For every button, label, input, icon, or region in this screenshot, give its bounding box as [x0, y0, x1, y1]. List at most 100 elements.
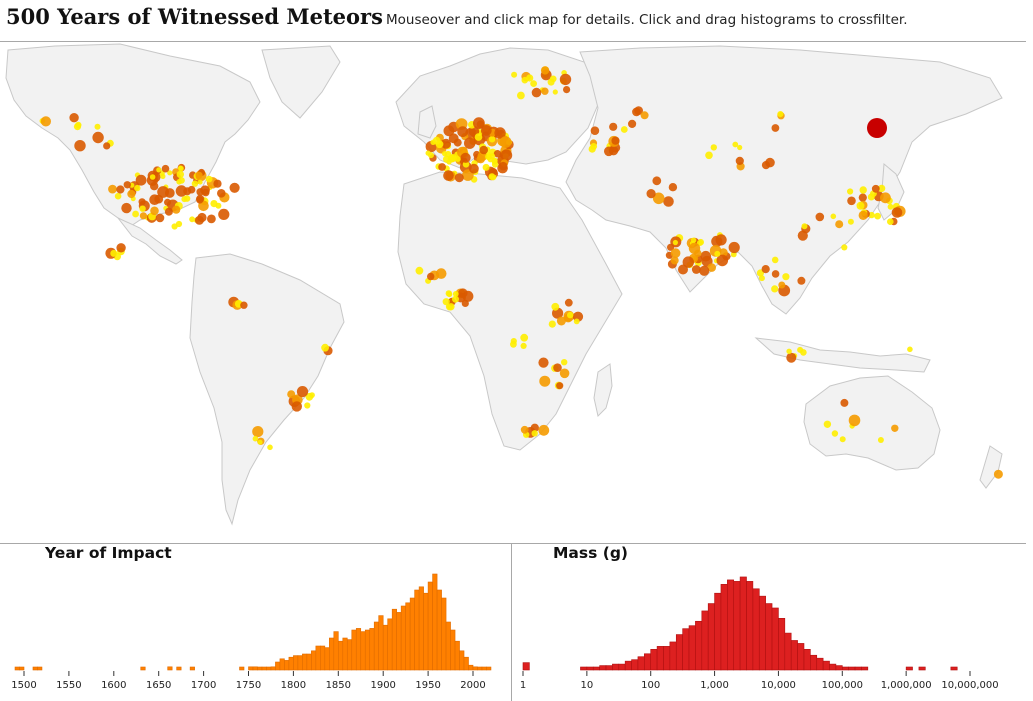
meteor-dot[interactable]	[135, 174, 147, 186]
meteor-dot[interactable]	[737, 144, 743, 151]
meteor-dot[interactable]	[831, 430, 839, 437]
meteor-dot[interactable]	[469, 163, 479, 174]
meteor-dot[interactable]	[175, 185, 188, 197]
meteor-dot[interactable]	[714, 250, 721, 257]
mass-bar[interactable]	[803, 649, 811, 671]
year-bar[interactable]	[333, 631, 339, 671]
year-bar[interactable]	[432, 573, 438, 671]
mass-bar[interactable]	[829, 663, 837, 671]
year-bar[interactable]	[418, 586, 424, 671]
meteor-dot[interactable]	[847, 218, 854, 225]
year-bar[interactable]	[320, 645, 326, 671]
meteor-dot[interactable]	[149, 174, 156, 180]
meteor-dot[interactable]	[732, 141, 739, 148]
meteor-dot[interactable]	[156, 167, 162, 173]
year-bar[interactable]	[468, 664, 474, 671]
year-bar[interactable]	[427, 581, 433, 671]
meteor-dot[interactable]	[858, 210, 868, 220]
meteor-dot[interactable]	[213, 179, 222, 188]
meteor-dot[interactable]	[110, 249, 118, 257]
meteor-dot[interactable]	[640, 111, 649, 120]
meteor-dot[interactable]	[461, 299, 469, 307]
meteor-dot[interactable]	[847, 196, 856, 206]
mass-bar[interactable]	[624, 660, 632, 671]
meteor-dot[interactable]	[252, 435, 259, 442]
mass-bar[interactable]	[599, 665, 607, 671]
meteor-dot[interactable]	[691, 265, 701, 274]
year-bar[interactable]	[252, 666, 258, 671]
mass-bar[interactable]	[650, 649, 658, 671]
mass-bar[interactable]	[841, 666, 849, 671]
year-bar[interactable]	[297, 655, 303, 671]
year-bar[interactable]	[481, 666, 487, 671]
mass-bar[interactable]	[950, 666, 958, 671]
year-bar[interactable]	[369, 628, 375, 671]
year-bar[interactable]	[423, 592, 429, 671]
meteor-dot[interactable]	[160, 173, 166, 179]
meteor-dot[interactable]	[304, 402, 311, 409]
year-bar[interactable]	[373, 621, 380, 671]
year-bar[interactable]	[382, 624, 388, 671]
mass-bar[interactable]	[707, 603, 715, 671]
year-bar[interactable]	[400, 605, 406, 671]
meteor-dot[interactable]	[480, 125, 492, 136]
year-bar[interactable]	[324, 647, 330, 671]
year-bar[interactable]	[355, 628, 362, 671]
mass-bar[interactable]	[580, 666, 588, 671]
meteor-dot[interactable]	[195, 171, 203, 179]
meteor-dot[interactable]	[771, 124, 780, 132]
meteor-dot[interactable]	[556, 316, 566, 326]
meteor-dot[interactable]	[611, 136, 620, 145]
meteor-dot[interactable]	[161, 164, 170, 173]
meteor-dot[interactable]	[907, 346, 913, 353]
meteor-dot[interactable]	[491, 161, 499, 168]
meteor-dot[interactable]	[668, 183, 678, 192]
mass-bar[interactable]	[752, 588, 760, 671]
year-bar[interactable]	[293, 655, 299, 671]
year-bar[interactable]	[257, 666, 263, 671]
mass-bar[interactable]	[612, 663, 620, 671]
meteor-dot[interactable]	[778, 281, 786, 289]
meteor-dot[interactable]	[758, 275, 765, 282]
year-bar[interactable]	[32, 666, 38, 671]
year-bar[interactable]	[346, 639, 353, 671]
meteor-dot[interactable]	[189, 216, 196, 223]
year-histogram[interactable]: 1500 1550 1600 1650 1700 1750 1800 1850 1900 1950…	[0, 565, 510, 701]
meteor-dot[interactable]	[539, 375, 551, 387]
year-bar[interactable]	[279, 658, 285, 671]
meteor-dot[interactable]	[427, 272, 435, 281]
mass-bar[interactable]	[682, 628, 690, 671]
year-bar[interactable]	[37, 666, 43, 671]
meteor-dot[interactable]	[559, 368, 570, 379]
meteor-dot[interactable]	[171, 223, 178, 230]
meteor-dot[interactable]	[116, 243, 126, 253]
mass-bar[interactable]	[720, 584, 728, 671]
meteor-dot[interactable]	[847, 188, 854, 195]
meteor-dot[interactable]	[476, 155, 485, 164]
meteor-dot[interactable]	[40, 116, 52, 127]
meteor-dot[interactable]	[139, 212, 147, 220]
meteor-dot[interactable]	[217, 189, 226, 198]
meteor-dot[interactable]	[531, 430, 538, 437]
mass-bar[interactable]	[797, 643, 805, 671]
meteor-dot[interactable]	[108, 184, 117, 194]
meteor-dot[interactable]	[69, 113, 79, 123]
meteor-dot[interactable]	[73, 123, 82, 131]
year-bar[interactable]	[477, 666, 483, 671]
year-bar[interactable]	[391, 608, 397, 671]
meteor-dot[interactable]	[447, 303, 455, 311]
meteor-dot[interactable]	[452, 291, 459, 297]
meteor-dot[interactable]	[187, 185, 196, 194]
year-bar[interactable]	[459, 650, 465, 671]
mass-bar[interactable]	[765, 603, 773, 671]
mass-bar[interactable]	[656, 646, 664, 671]
year-bar[interactable]	[445, 621, 451, 671]
meteor-dot[interactable]	[815, 212, 825, 222]
mass-bar[interactable]	[733, 581, 741, 671]
mass-bar[interactable]	[822, 660, 830, 671]
meteor-dot[interactable]	[880, 192, 891, 204]
meteor-dot[interactable]	[252, 426, 264, 438]
meteor-dot[interactable]	[305, 392, 314, 401]
meteor-dot[interactable]	[771, 285, 779, 293]
year-bar[interactable]	[189, 666, 195, 671]
